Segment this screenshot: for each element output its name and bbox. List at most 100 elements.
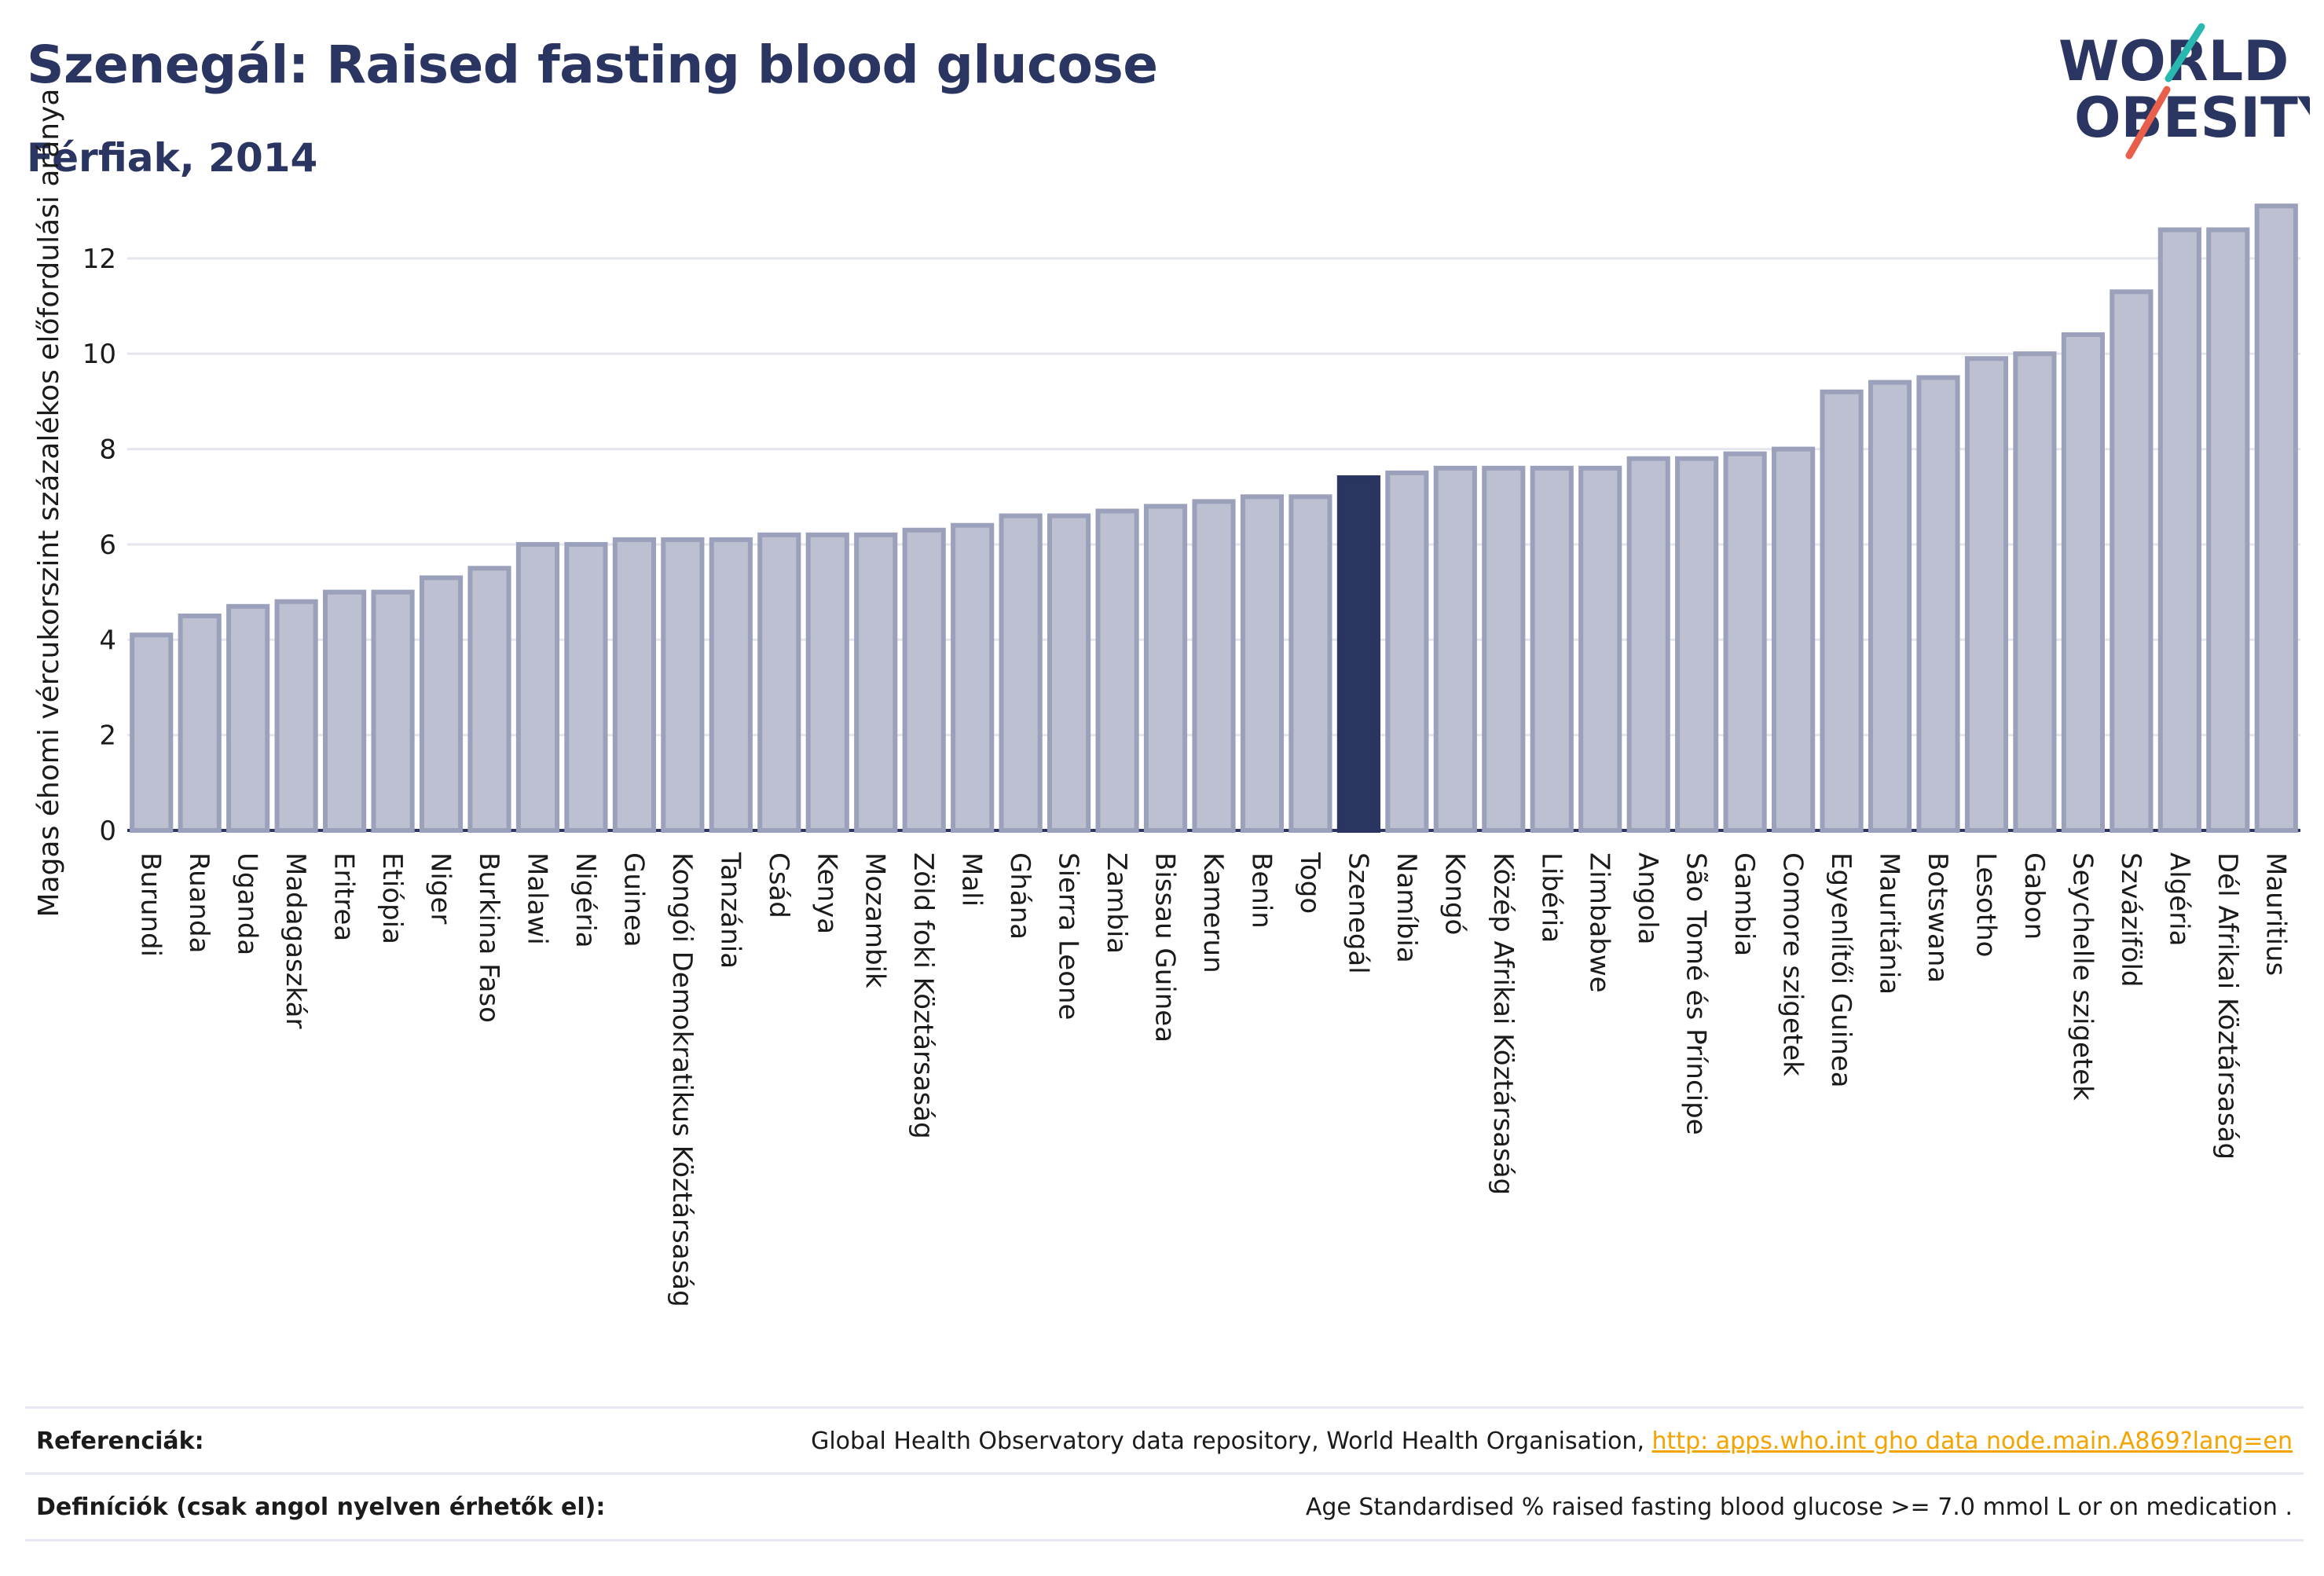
bar-zambia (1095, 508, 1139, 834)
bar-angola (1626, 456, 1670, 833)
x-tick-label: Benin (1245, 852, 1277, 929)
y-tick-label: 12 (82, 244, 116, 275)
bar-gambia (1723, 451, 1767, 833)
logo-slash-teal (2165, 23, 2205, 82)
x-tick-label: Dél Afrikai Köztársaság (2212, 852, 2243, 1160)
bar-közép-afrikai-köztársaság (1482, 465, 1526, 833)
x-tick-label: Gabon (2018, 852, 2050, 940)
x-tick-label: Seychelle szigetek (2066, 852, 2098, 1101)
x-tick-label: Ghána (1004, 852, 1036, 940)
bar-gabon (2013, 351, 2057, 833)
x-tick-label: Eritrea (328, 852, 360, 941)
bar-kongó (1433, 465, 1477, 833)
y-tick-label: 10 (82, 339, 116, 370)
bar-zöld-foki-köztársaság (902, 527, 946, 833)
x-tick-label: Mozambik (860, 852, 891, 988)
bar-namíbia (1385, 470, 1429, 833)
references-link[interactable]: http: apps.who.int gho data node.main.A8… (1651, 1427, 2293, 1455)
y-tick-label: 2 (99, 720, 116, 752)
x-tick-label: Zimbabwe (1584, 852, 1615, 993)
y-tick-label: 6 (99, 530, 116, 561)
logo-word-world: WORLD (2058, 29, 2289, 93)
bar-são-tomé-és-príncipe (1675, 456, 1719, 833)
x-tick-label: Libéria (1535, 852, 1567, 943)
x-tick-label: Sierra Leone (1053, 852, 1084, 1020)
x-tick-label: Madagaszkár (280, 852, 311, 1028)
bar-mauritánia (1868, 379, 1912, 833)
y-axis-ticks: 0 2 4 6 8 10 12 (82, 244, 116, 847)
x-tick-label: Botswana (1922, 852, 1953, 983)
y-tick-label: 8 (99, 434, 116, 466)
bar-dél-afrikai-köztársaság (2206, 227, 2250, 833)
x-tick-label: Togo (1294, 852, 1325, 914)
bar-malawi (515, 541, 560, 833)
x-tick-label: Kongói Demokratikus Köztársaság (666, 852, 698, 1307)
bar-bissau-guinea (1143, 504, 1188, 833)
x-tick-label: Szváziföld (2115, 852, 2146, 987)
x-tick-label: Angola (1632, 852, 1663, 944)
bar-seychelle-szigetek (2061, 332, 2105, 833)
x-tick-label: Közép Afrikai Köztársaság (1487, 852, 1519, 1195)
chart-subtitle: Férfiak, 2014 (27, 135, 318, 181)
x-tick-label: Nigéria (570, 852, 601, 948)
y-tick-label: 4 (99, 625, 116, 656)
bar-egyenlítői-guinea (1820, 389, 1864, 834)
bar-sierra-leone (1047, 513, 1091, 833)
bar-benin (1240, 494, 1285, 834)
bar-burundi (130, 632, 174, 834)
definitions-text: Age Standardised % raised fasting blood … (1305, 1493, 2293, 1521)
bar-kamerun (1192, 499, 1236, 833)
x-tick-label: Tanzánia (714, 852, 746, 969)
bar-libéria (1530, 465, 1574, 833)
x-tick-label: Csád (763, 852, 794, 918)
chart-title: Szenegál: Raised fasting blood glucose (27, 35, 1158, 95)
x-axis-labels: Burundi Ruanda Uganda Madagaszkár Eritrea Eti… (135, 852, 2292, 1307)
bar-etiópia (371, 589, 415, 833)
x-tick-label: Lesotho (1970, 852, 2001, 957)
x-tick-label: Etiópia (376, 852, 408, 944)
x-tick-label: São Tomé és Príncipe (1681, 852, 1712, 1135)
x-tick-label: Kenya (811, 852, 842, 934)
x-tick-label: Kamerun (1197, 852, 1229, 973)
bar-szváziföld (2110, 289, 2154, 833)
x-tick-label: Namíbia (1391, 852, 1422, 963)
references-row: Referenciák: Global Health Observatory d… (25, 1406, 2304, 1473)
bar-kongói-demokratikus-köztársaság (661, 537, 705, 833)
x-tick-label: Kongó (1439, 852, 1470, 935)
bar-nigéria (564, 541, 608, 833)
bar-tanzánia (709, 537, 753, 833)
logo-slash-red (2125, 86, 2171, 159)
x-tick-label: Zambia (1101, 852, 1132, 954)
x-tick-label: Mali (956, 852, 988, 907)
x-tick-label: Comore szigetek (1777, 852, 1809, 1076)
x-tick-label: Burundi (135, 852, 167, 957)
bar-mauritius (2254, 203, 2298, 834)
x-tick-label: Mauritánia (1874, 852, 1905, 995)
world-obesity-logo: WORLD OBESITY (2058, 23, 2310, 159)
x-tick-label: Ruanda (183, 852, 214, 953)
references-label: Referenciák: (36, 1427, 204, 1455)
bar-burkina-faso (467, 566, 511, 833)
x-tick-label: Uganda (232, 852, 263, 955)
logo-word-obesity: OBESITY (2074, 86, 2310, 150)
bar-togo (1288, 494, 1332, 834)
bar-ruanda (178, 613, 222, 833)
x-tick-label: Niger (425, 852, 456, 924)
bar-lesotho (1964, 356, 2009, 833)
bar-szenegál (1336, 475, 1380, 833)
x-tick-label: Algéria (2163, 852, 2194, 946)
bar-madagaszkár (274, 599, 318, 833)
bar-zimbabwe (1578, 465, 1622, 833)
bar-uganda (226, 603, 270, 833)
x-tick-label: Bissau Guinea (1149, 852, 1181, 1043)
x-tick-label: Malawi (521, 852, 552, 945)
bar-guinea (612, 537, 656, 833)
bar-csád (757, 532, 801, 833)
x-tick-label: Zöld foki Köztársaság (907, 852, 939, 1139)
x-tick-label: Mauritius (2260, 852, 2291, 976)
bar-niger (419, 575, 464, 833)
y-tick-label: 0 (99, 815, 116, 847)
bar-ghána (999, 513, 1043, 833)
bar-mozambik (854, 532, 898, 833)
y-axis-label: Magas éhomi vércukorszint százalékos elő… (33, 89, 65, 918)
